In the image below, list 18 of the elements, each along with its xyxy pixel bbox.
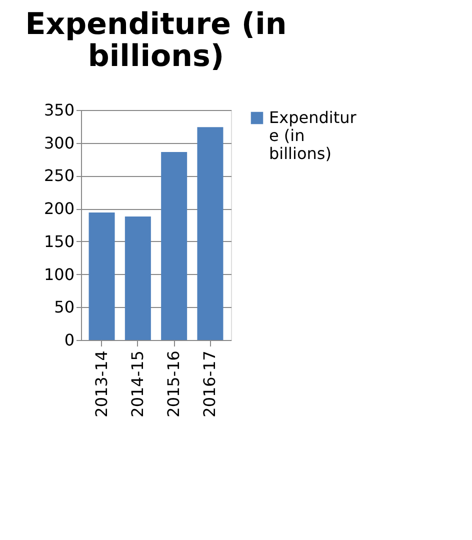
y-tick-label: 300 xyxy=(44,133,74,152)
chart-title: Expenditure (in billions) xyxy=(25,7,287,74)
bar xyxy=(161,152,188,340)
y-tick-label: 350 xyxy=(44,100,74,120)
bar xyxy=(197,127,224,340)
x-tick-label: 2014-15 xyxy=(128,350,147,418)
y-tick-label: 150 xyxy=(44,232,74,251)
y-tick-label: 200 xyxy=(44,199,74,218)
y-tick-label: 0 xyxy=(64,330,74,350)
x-tick-label: 2013-14 xyxy=(92,350,111,418)
y-tick-label: 50 xyxy=(54,298,74,317)
x-tick-label: 2016-17 xyxy=(200,350,220,418)
legend-label: Expenditure (in billions) xyxy=(269,108,357,163)
bar xyxy=(124,216,151,340)
bar xyxy=(88,212,115,340)
y-tick-label: 250 xyxy=(44,166,74,186)
y-tick-label: 100 xyxy=(44,264,74,284)
x-tick-label: 2015-16 xyxy=(164,350,184,418)
